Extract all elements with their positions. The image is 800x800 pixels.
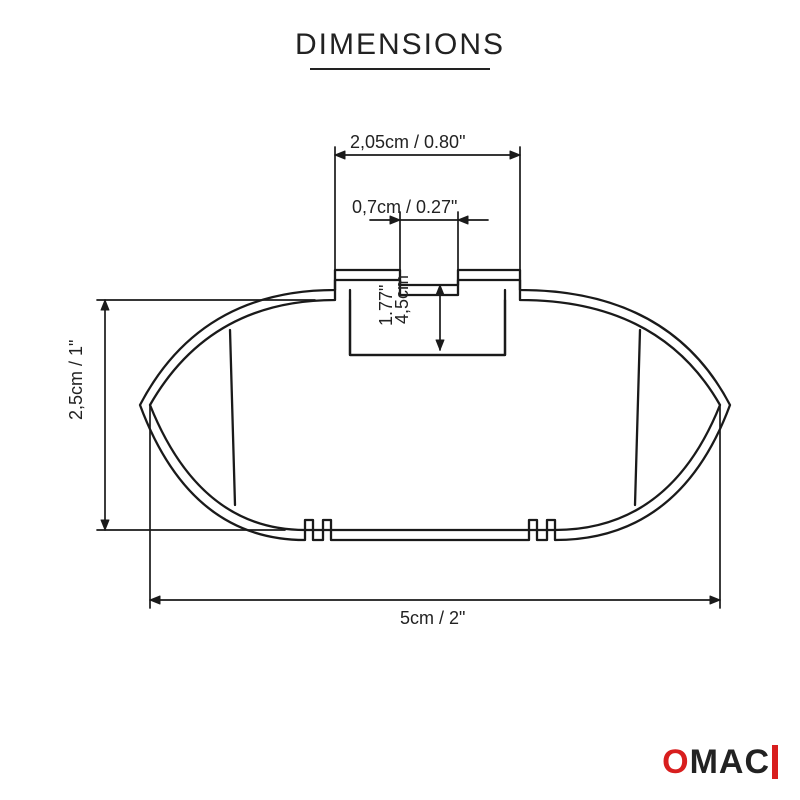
svg-text:2,5cm / 1": 2,5cm / 1" (66, 340, 86, 420)
svg-text:0,7cm / 0.27": 0,7cm / 0.27" (352, 197, 457, 217)
logo-red: O (662, 743, 689, 781)
dimension-diagram: 5cm / 2" 2,5cm / 1" 2,05cm / 0.80" 0,7cm / … (0, 0, 800, 800)
svg-text:1.77": 1.77" (376, 285, 396, 326)
logo-bar (772, 745, 778, 779)
svg-text:5cm / 2": 5cm / 2" (400, 608, 465, 628)
svg-text:2,05cm / 0.80": 2,05cm / 0.80" (350, 132, 465, 152)
logo-dark: MAC (690, 743, 770, 781)
brand-logo: OMAC (662, 743, 778, 782)
